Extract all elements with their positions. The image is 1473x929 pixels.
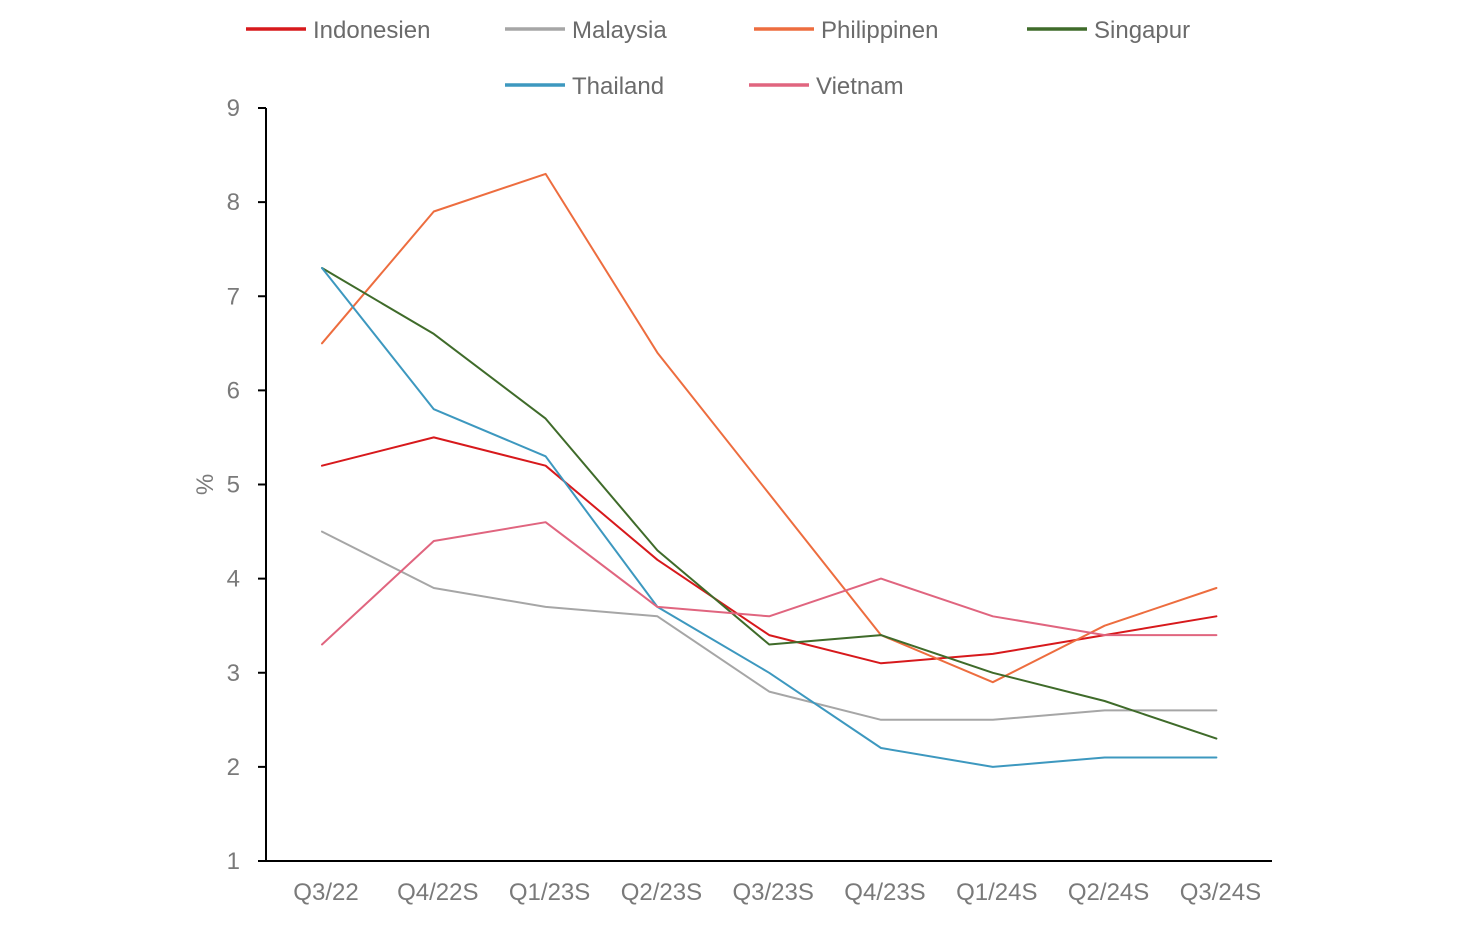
legend-label: Philippinen (821, 17, 938, 44)
series-line-singapur (321, 267, 1218, 740)
y-tick-label: 1 (227, 848, 240, 875)
y-ticks: 1 2 3 4 5 6 7 8 9 (227, 95, 266, 875)
y-tick-label: 6 (227, 377, 240, 404)
x-tick-label: Q4/23S (844, 879, 925, 906)
x-tick-label: Q3/22 (293, 879, 358, 906)
y-tick-label: 9 (227, 95, 240, 122)
legend-label: Singapur (1094, 17, 1190, 44)
series-line-thailand (321, 267, 1218, 768)
x-tick-label: Q4/22S (397, 879, 478, 906)
x-tick-label: Q3/23S (733, 879, 814, 906)
series-line-indonesien (321, 436, 1218, 665)
legend-item-malaysia: Malaysia (505, 17, 667, 44)
series-line-malaysia (321, 530, 1218, 721)
y-tick-label: 2 (227, 754, 240, 781)
legend-item-singapur: Singapur (1027, 17, 1190, 44)
x-tick-label: Q1/23S (509, 879, 590, 906)
y-tick-label: 4 (227, 566, 240, 593)
legend-label: Vietnam (816, 73, 904, 100)
y-tick-label: 3 (227, 660, 240, 687)
legend-label: Indonesien (313, 17, 430, 44)
legend-item-indonesien: Indonesien (246, 17, 430, 44)
legend-item-thailand: Thailand (505, 73, 664, 100)
series-line-vietnam (321, 521, 1218, 646)
legend-label: Thailand (572, 73, 664, 100)
y-tick-label: 8 (227, 189, 240, 216)
y-axis-label: % (192, 474, 219, 495)
legend-item-philippinen: Philippinen (754, 17, 938, 44)
x-tick-label: Q2/23S (621, 879, 702, 906)
series-line-philippinen (321, 172, 1218, 684)
x-tick-label: Q2/24S (1068, 879, 1149, 906)
x-tick-label: Q1/24S (956, 879, 1037, 906)
legend-label: Malaysia (572, 17, 667, 44)
legend-item-vietnam: Vietnam (749, 73, 904, 100)
y-tick-label: 7 (227, 283, 240, 310)
legend: Indonesien Malaysia Philippinen Singapur Tha… (246, 17, 1190, 100)
series-layer (321, 172, 1218, 768)
x-tick-label: Q3/24S (1180, 879, 1261, 906)
y-tick-label: 5 (227, 472, 240, 499)
x-ticks: Q3/22 Q4/22S Q1/23S Q2/23S Q3/23S Q4/23S Q1/24… (293, 879, 1261, 906)
